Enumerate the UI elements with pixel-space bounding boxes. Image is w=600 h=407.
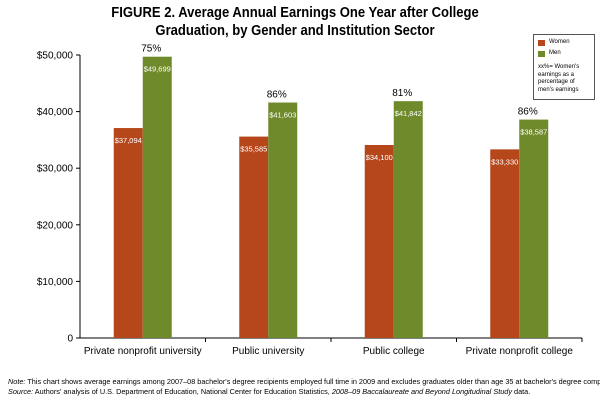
x-tick-label: Public university (232, 346, 304, 357)
y-tick-label: $20,000 (37, 220, 74, 231)
y-tick-label: $10,000 (37, 277, 74, 288)
y-tick-label: $30,000 (37, 164, 74, 175)
note-label: Note: (8, 377, 26, 386)
legend-swatch-women (538, 39, 545, 46)
legend-label-women: Women (549, 39, 570, 45)
legend-label-men: Men (549, 50, 561, 56)
y-tick-label: $50,000 (37, 51, 74, 62)
y-tick-label: $40,000 (37, 107, 74, 118)
bar-women (490, 149, 520, 338)
chart-title-line-2: Graduation, by Gender and Institution Se… (155, 23, 435, 39)
chart-title: FIGURE 2. Average Annual Earnings One Ye… (84, 4, 507, 40)
percentage-label: 86% (518, 107, 538, 118)
note-line: Note: This chart shows average earnings … (8, 377, 600, 387)
legend: Women Men xx%= Women's earnings as a per… (533, 34, 595, 100)
bar-men (393, 101, 423, 338)
legend-swatch-men (538, 50, 545, 57)
x-tick-label: Public college (363, 346, 425, 357)
bar-value-label: $35,585 (240, 145, 267, 154)
footnotes: Note: This chart shows average earnings … (8, 377, 600, 397)
bar-value-label: $33,330 (491, 157, 518, 166)
bar-women (364, 144, 394, 338)
percentage-label: 81% (392, 88, 412, 99)
percentage-label: 86% (267, 90, 287, 101)
bar-men (519, 119, 549, 338)
percentage-label: 75% (141, 44, 161, 55)
bar-value-label: $41,842 (395, 109, 422, 118)
note-text: This chart shows average earnings among … (25, 377, 600, 386)
y-tick-label: 0 (67, 334, 73, 345)
bar-men (142, 56, 172, 338)
legend-item-women: Women (538, 39, 590, 46)
chart-title-line-1: FIGURE 2. Average Annual Earnings One Ye… (111, 5, 479, 21)
legend-item-men: Men (538, 50, 590, 57)
bar-value-label: $49,699 (144, 65, 171, 74)
bar-value-label: $37,094 (115, 136, 142, 145)
bar-value-label: $41,603 (269, 111, 296, 120)
bar-men (268, 102, 298, 338)
source-end: data. (512, 387, 531, 396)
bar-women (113, 128, 143, 338)
source-label: Source: (8, 387, 34, 396)
x-tick-label: Private nonprofit university (84, 346, 202, 357)
source-study-name: 2008–09 Baccalaureate and Beyond Longitu… (331, 387, 512, 396)
bar-value-label: $34,100 (366, 153, 393, 162)
legend-note: xx%= Women's earnings as a percentage of… (538, 64, 580, 93)
bar-value-label: $38,587 (520, 128, 547, 137)
source-text: Authors' analysis of U.S. Department of … (33, 387, 332, 396)
bar-women (239, 136, 269, 338)
x-tick-label: Private nonprofit college (466, 346, 574, 357)
source-line: Source: Authors' analysis of U.S. Depart… (8, 387, 598, 397)
